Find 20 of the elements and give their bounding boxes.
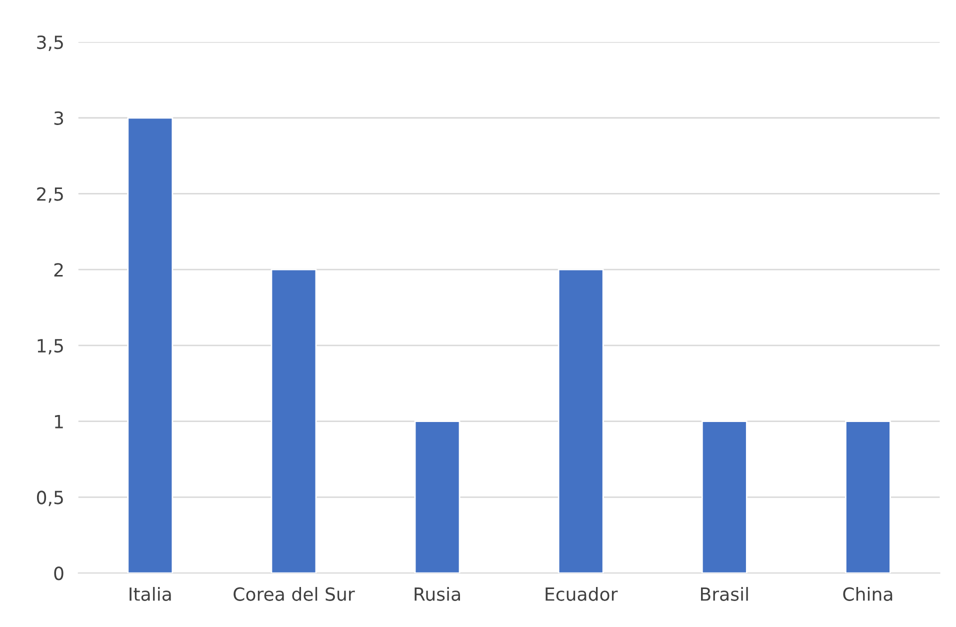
x-tick-label: China (843, 586, 892, 601)
x-tick-label: Ecuador (546, 586, 618, 601)
y-tick-label: 0 (54, 566, 64, 580)
x-tick-label: Rusia (414, 586, 460, 601)
y-tick-label: 2 (54, 263, 63, 276)
x-tick-label: Corea del Sur (234, 586, 355, 601)
y-tick-label: 0,5 (36, 490, 63, 506)
y-tick-label: 3 (54, 111, 64, 125)
bar (845, 420, 891, 574)
bar (127, 117, 174, 574)
y-tick-label: 2,5 (37, 187, 63, 203)
x-tick-label: Brasil (701, 586, 748, 601)
x-tick-label: Italia (130, 586, 171, 601)
bar (558, 268, 604, 574)
y-tick-label: 1,5 (38, 339, 63, 354)
y-tick-label: 3,5 (37, 35, 63, 51)
bar (270, 268, 317, 574)
y-tick-label: 1 (55, 415, 63, 428)
bar (414, 420, 460, 574)
bar (701, 420, 748, 574)
